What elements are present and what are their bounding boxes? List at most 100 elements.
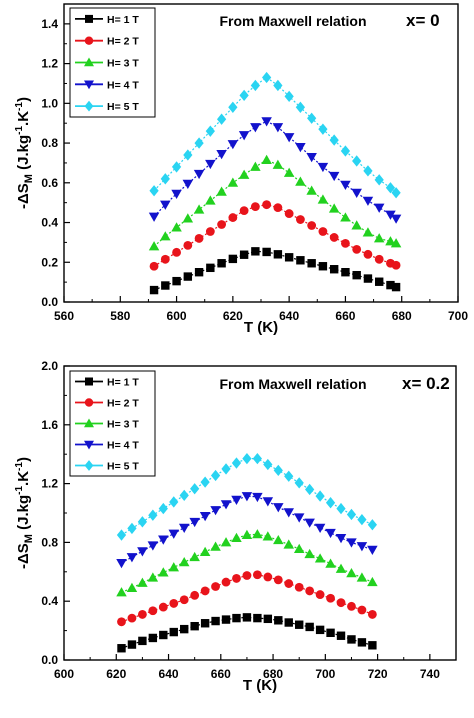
data-point	[273, 250, 283, 259]
data-point	[273, 575, 283, 585]
data-point	[190, 621, 199, 631]
x-tick-label: 620	[223, 309, 243, 323]
data-point	[273, 534, 284, 545]
data-point	[116, 587, 127, 597]
data-point	[262, 200, 272, 210]
legend: H= 1 T H= 2 T H= 3 T H= 4 T H= 5 T	[69, 370, 156, 477]
data-point	[227, 140, 239, 150]
data-point	[326, 593, 335, 603]
data-point	[362, 227, 374, 237]
data-point	[169, 496, 179, 508]
x-tick-label: 600	[167, 309, 187, 323]
data-point	[273, 464, 283, 477]
series-line	[153, 159, 397, 247]
data-point	[283, 508, 294, 518]
data-point	[328, 171, 340, 182]
data-point	[283, 167, 295, 177]
data-point	[346, 538, 357, 548]
data-point	[262, 71, 272, 84]
y-tick-label: 0.8	[41, 535, 58, 549]
x-tick-label: 680	[263, 667, 283, 681]
data-point	[158, 567, 169, 577]
data-point	[346, 568, 357, 578]
data-point	[216, 186, 227, 196]
data-point	[272, 159, 284, 169]
data-point	[295, 176, 306, 186]
data-point	[148, 606, 158, 616]
data-point	[183, 272, 193, 281]
annotation-composition: x= 0.2	[402, 374, 450, 393]
x-tick-label: 620	[106, 667, 126, 681]
data-point	[374, 174, 384, 186]
data-point	[148, 633, 158, 643]
data-point	[210, 469, 221, 482]
x-axis-title: T (K)	[243, 677, 277, 694]
data-point	[253, 613, 262, 623]
data-point	[200, 476, 210, 488]
data-point	[295, 620, 304, 629]
data-point	[160, 254, 170, 264]
data-point	[205, 159, 216, 170]
x-tick-label: 640	[279, 309, 299, 323]
data-point	[315, 490, 325, 502]
data-point	[190, 483, 200, 495]
data-point	[216, 150, 227, 160]
data-point	[357, 513, 367, 526]
data-point	[183, 240, 193, 250]
data-point	[363, 249, 373, 259]
data-point	[190, 590, 200, 600]
data-point	[329, 134, 339, 146]
data-point	[158, 535, 169, 545]
data-point	[385, 210, 396, 220]
data-point	[217, 259, 226, 268]
data-point	[261, 154, 272, 164]
data-point	[171, 189, 182, 199]
data-point	[228, 254, 238, 264]
legend-label: H= 2 T	[107, 36, 139, 48]
data-point	[193, 204, 205, 214]
data-point	[217, 220, 227, 229]
data-point	[172, 247, 181, 257]
data-point	[368, 641, 377, 650]
data-point	[284, 209, 294, 219]
data-point	[160, 231, 171, 241]
data-point	[252, 452, 263, 465]
data-point	[221, 463, 231, 475]
legend-label: H= 1 T	[107, 377, 139, 389]
data-point	[252, 529, 263, 539]
data-point	[138, 636, 147, 646]
data-point	[242, 452, 252, 465]
data-point	[161, 281, 170, 290]
x-tick-label: 720	[368, 667, 388, 681]
data-point	[305, 586, 315, 596]
y-tick-label: 1.2	[41, 477, 58, 491]
y-tick-label: 1.6	[41, 418, 58, 432]
data-point	[318, 123, 328, 135]
legend-marker	[84, 36, 94, 45]
series-3	[148, 154, 402, 251]
data-point	[385, 236, 396, 246]
series-line	[121, 533, 373, 593]
data-point	[149, 285, 159, 295]
y-tick-label: 0.8	[41, 136, 58, 150]
x-tick-label: 600	[54, 667, 74, 681]
data-point	[205, 125, 215, 137]
data-point	[172, 276, 181, 286]
data-point	[263, 458, 273, 471]
data-point	[252, 492, 263, 503]
data-point	[227, 177, 239, 187]
legend-marker	[84, 398, 94, 407]
series-3	[116, 529, 378, 597]
data-point	[200, 586, 210, 596]
data-point	[241, 492, 253, 502]
data-point	[356, 572, 368, 582]
data-point	[194, 268, 204, 277]
data-point	[352, 155, 362, 167]
y-tick-label: 0.0	[41, 295, 58, 309]
data-point	[250, 123, 261, 133]
data-point	[178, 523, 190, 533]
data-point	[210, 506, 221, 516]
annotation-composition: x= 0	[406, 11, 440, 30]
data-point	[250, 79, 260, 92]
